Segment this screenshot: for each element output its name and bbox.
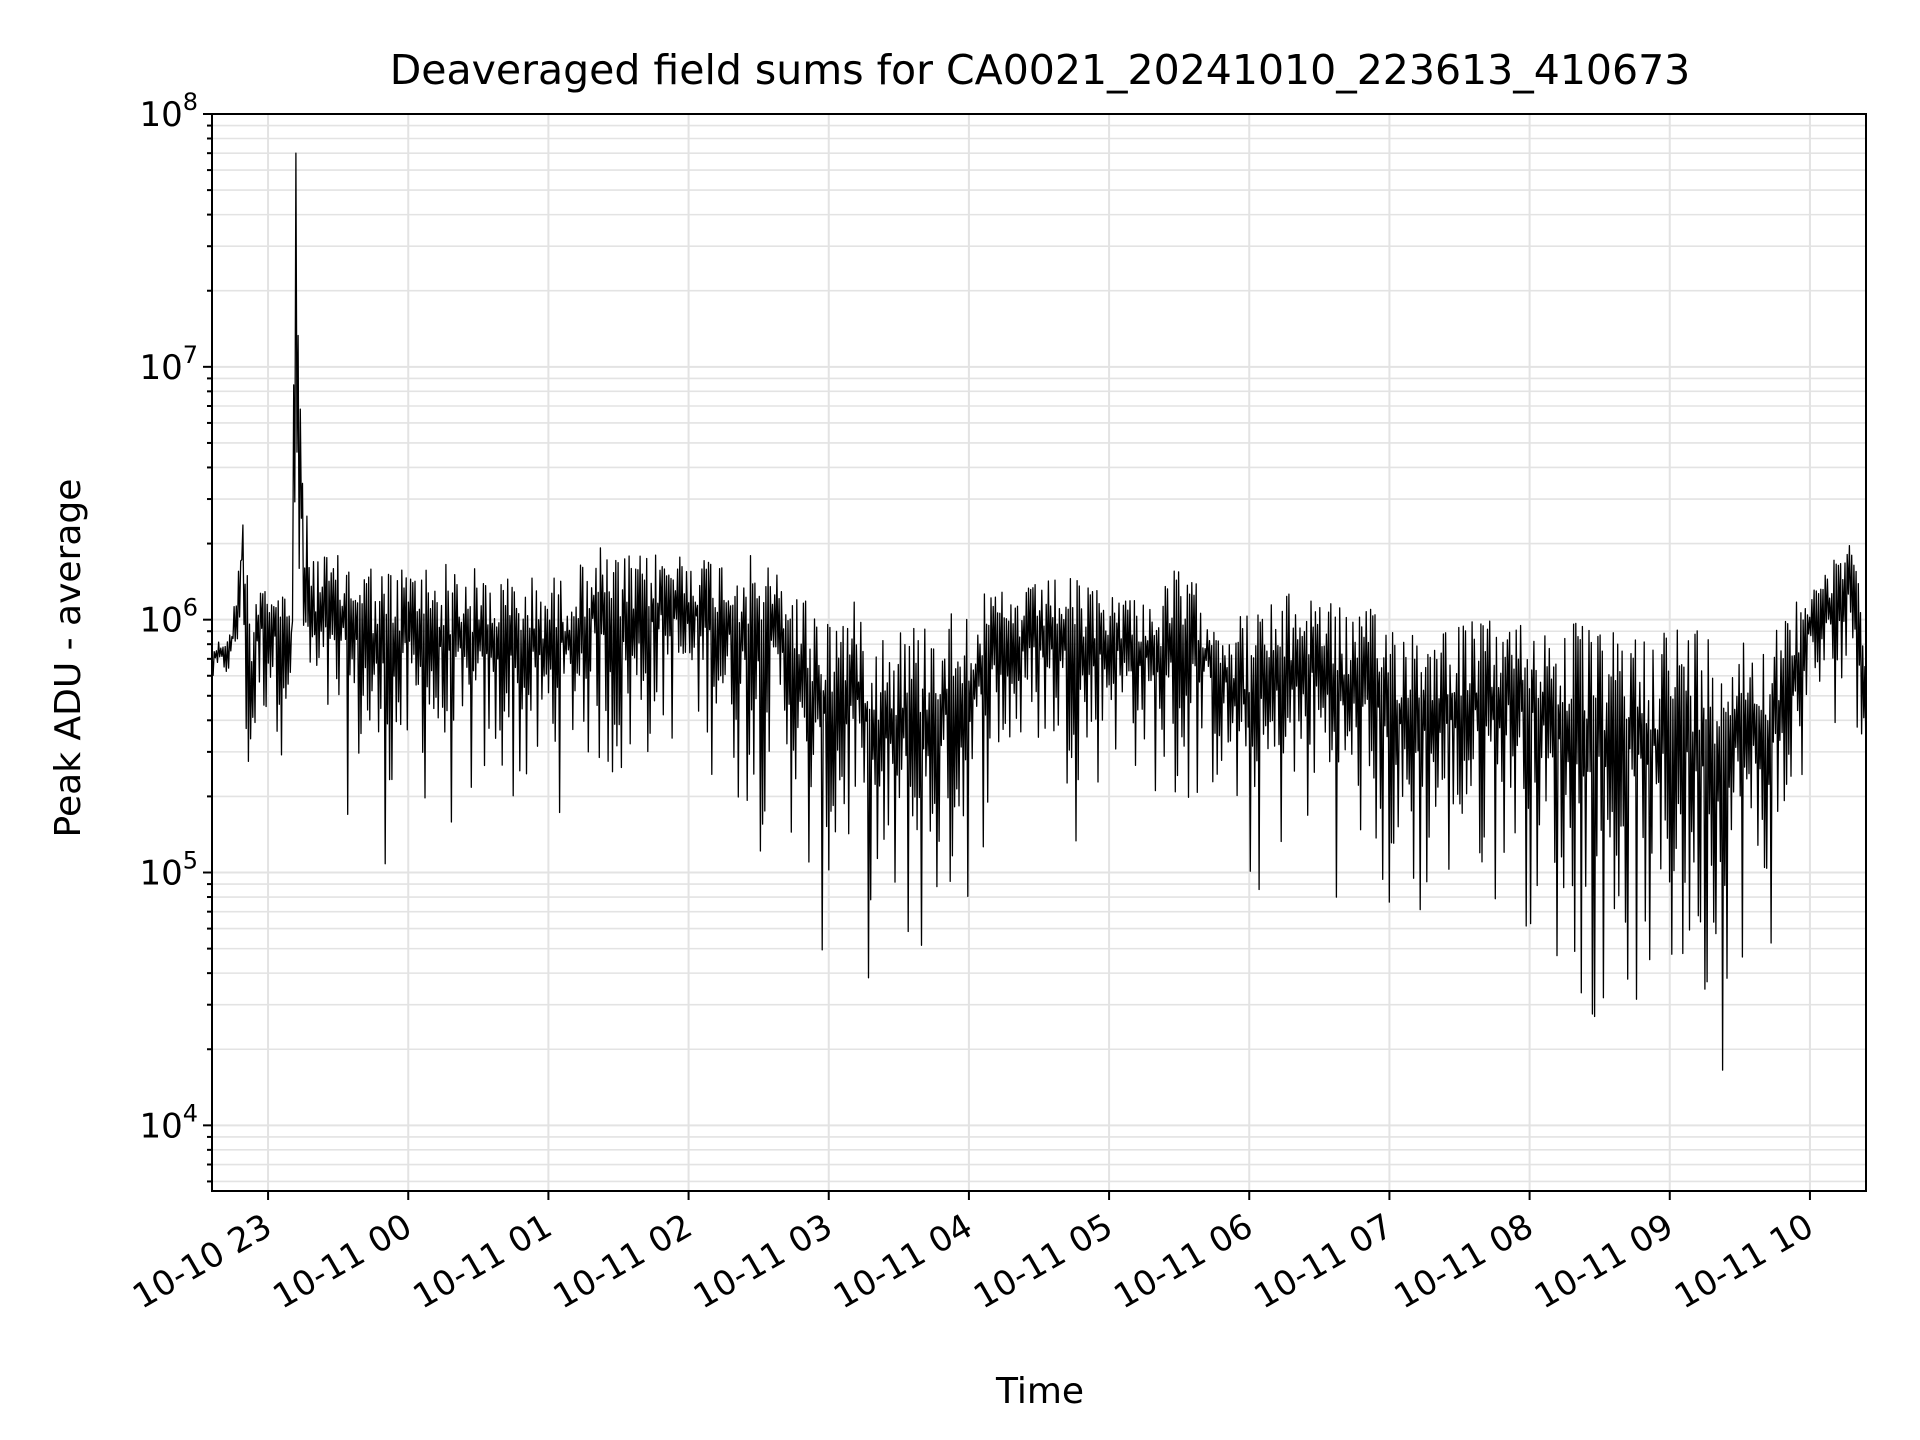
y-tick-exponent: 7 bbox=[183, 341, 198, 369]
y-tick-exponent: 6 bbox=[183, 594, 198, 622]
y-tick-exponent: 4 bbox=[183, 1099, 198, 1127]
y-tick-label: 108 bbox=[139, 88, 198, 135]
y-tick-label: 104 bbox=[139, 1099, 198, 1146]
x-axis-label: Time bbox=[995, 1371, 1084, 1412]
y-tick-exponent: 5 bbox=[183, 847, 198, 875]
series-line bbox=[211, 152, 1867, 1071]
y-tick-exponent: 8 bbox=[183, 88, 198, 116]
y-tick-base: 10 bbox=[139, 601, 182, 641]
y-tick-base: 10 bbox=[139, 348, 182, 388]
chart-title: Deaveraged field sums for CA0021_2024101… bbox=[390, 46, 1691, 94]
y-axis-label: Peak ADU - average bbox=[48, 479, 89, 838]
y-tick-base: 10 bbox=[139, 95, 182, 135]
plot-frame bbox=[211, 113, 1867, 1192]
y-tick-label: 105 bbox=[139, 847, 198, 894]
y-tick-label: 106 bbox=[139, 594, 198, 641]
y-tick-base: 10 bbox=[139, 1106, 182, 1146]
y-tick-base: 10 bbox=[139, 854, 182, 894]
y-tick-label: 107 bbox=[139, 341, 198, 388]
series-layer bbox=[211, 152, 1867, 1071]
